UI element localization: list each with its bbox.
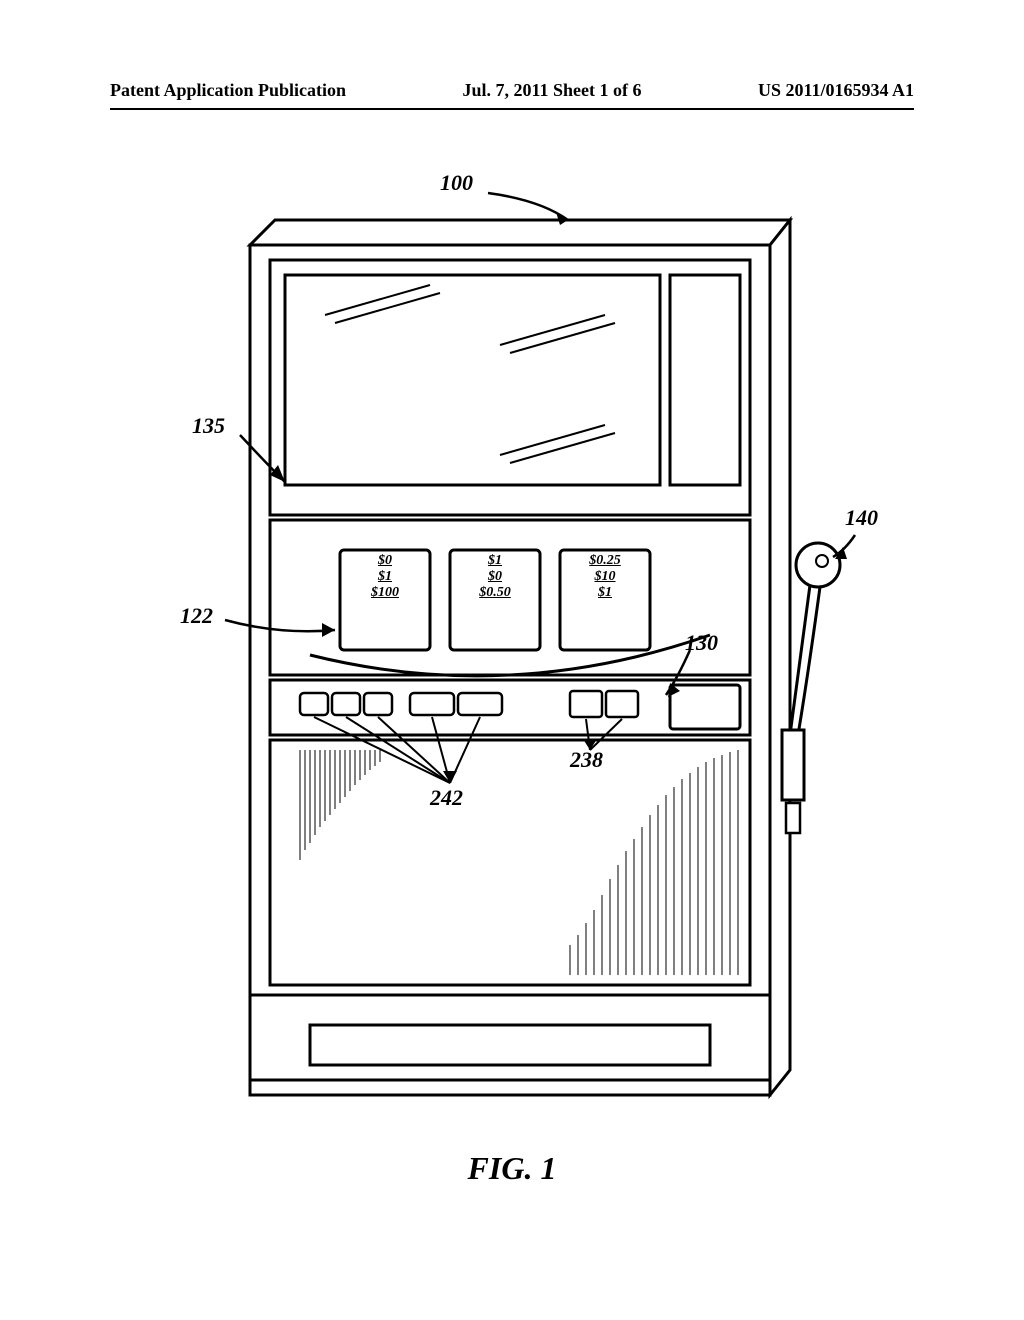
header-center: Jul. 7, 2011 Sheet 1 of 6 (462, 80, 641, 101)
reel-2-row-1: $0 (450, 569, 540, 585)
slot-machine-svg (150, 175, 870, 1135)
header-rule (110, 108, 914, 110)
figure-1: 100 135 122 140 130 238 242 $0 $1 $100 $… (150, 175, 870, 1135)
reel-3-values: $0.25 $10 $1 (560, 553, 650, 601)
ref-242: 242 (430, 785, 463, 811)
reel-1-row-1: $1 (340, 569, 430, 585)
header-left: Patent Application Publication (110, 80, 346, 101)
ref-122: 122 (180, 603, 213, 629)
reel-3-row-0: $0.25 (560, 553, 650, 569)
reel-1-row-2: $100 (340, 585, 430, 601)
ref-140: 140 (845, 505, 878, 531)
ref-130: 130 (685, 630, 718, 656)
reel-3-row-2: $1 (560, 585, 650, 601)
reel-2-row-2: $0.50 (450, 585, 540, 601)
reel-2-row-0: $1 (450, 553, 540, 569)
reel-3-row-1: $10 (560, 569, 650, 585)
figure-caption: FIG. 1 (0, 1150, 1024, 1187)
button-group (300, 691, 638, 717)
reel-2-values: $1 $0 $0.50 (450, 553, 540, 601)
reel-1-row-0: $0 (340, 553, 430, 569)
page-header: Patent Application Publication Jul. 7, 2… (0, 80, 1024, 101)
header-right: US 2011/0165934 A1 (758, 80, 914, 101)
reel-1-values: $0 $1 $100 (340, 553, 430, 601)
ref-238: 238 (570, 747, 603, 773)
ref-100: 100 (440, 170, 473, 196)
ref-135: 135 (192, 413, 225, 439)
